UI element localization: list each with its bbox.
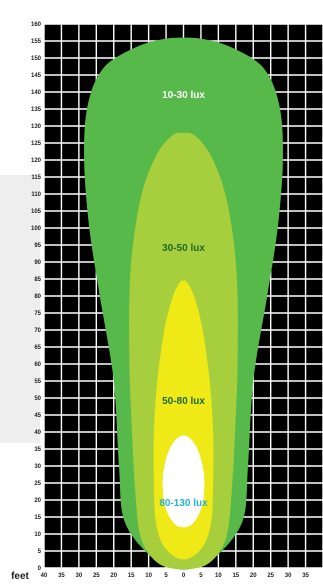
y-tick-label: 145 bbox=[31, 73, 42, 79]
side-panel-stripe bbox=[0, 175, 40, 443]
x-tick-label: 5 bbox=[199, 573, 203, 579]
x-tick-label: 0 bbox=[182, 573, 186, 579]
y-tick-label: 45 bbox=[34, 413, 41, 419]
y-tick-label: 160 bbox=[31, 22, 42, 28]
y-tick-label: 15 bbox=[34, 515, 41, 521]
x-tick-label: 25 bbox=[93, 573, 100, 579]
y-tick-label: 80 bbox=[34, 294, 41, 300]
x-tick-label: 30 bbox=[76, 573, 83, 579]
y-tick-label: 125 bbox=[31, 141, 42, 147]
x-tick-label: 20 bbox=[250, 573, 257, 579]
x-tick-label: 35 bbox=[58, 573, 65, 579]
zone-label-10-30-lux: 10-30 lux bbox=[162, 90, 205, 101]
x-tick-label: 30 bbox=[285, 573, 292, 579]
y-tick-label: 35 bbox=[34, 447, 41, 453]
light-zones bbox=[84, 37, 283, 570]
y-tick-label: 110 bbox=[31, 192, 41, 198]
y-tick-label: 10 bbox=[34, 532, 41, 538]
y-tick-label: 105 bbox=[31, 209, 42, 215]
y-tick-label: 55 bbox=[34, 379, 41, 385]
x-tick-label: 20 bbox=[110, 573, 117, 579]
x-tick-label: 10 bbox=[215, 573, 222, 579]
y-tick-label: 25 bbox=[34, 481, 41, 487]
x-tick-label: 10 bbox=[145, 573, 152, 579]
y-tick-label: 100 bbox=[31, 226, 42, 232]
x-axis-ticks: 40 35 30 25 20 15 10 5 0 5 10 15 20 25 30 35 bbox=[41, 573, 310, 579]
y-tick-label: 0 bbox=[38, 566, 42, 572]
x-tick-label: 40 bbox=[41, 573, 48, 579]
y-tick-label: 60 bbox=[34, 362, 41, 368]
zone-label-30-50-lux: 30-50 lux bbox=[162, 243, 205, 254]
x-tick-label: 5 bbox=[164, 573, 168, 579]
y-tick-label: 150 bbox=[31, 56, 42, 62]
y-tick-label: 95 bbox=[34, 243, 41, 249]
y-tick-label: 130 bbox=[31, 124, 42, 130]
zone-80-130-lux bbox=[162, 435, 205, 528]
y-tick-label: 75 bbox=[34, 311, 41, 317]
y-axis-ticks: 0 5 10 15 20 25 30 35 40 45 50 55 60 65 70 75 80 85 90 95 10… bbox=[31, 22, 42, 572]
x-tick-label: 35 bbox=[302, 573, 309, 579]
x-tick-label: 25 bbox=[267, 573, 274, 579]
y-tick-label: 140 bbox=[31, 90, 42, 96]
y-tick-label: 135 bbox=[31, 107, 42, 113]
zone-labels: 10-30 lux 30-50 lux 50-80 lux 80-130 lux bbox=[159, 90, 208, 509]
zone-label-50-80-lux: 50-80 lux bbox=[162, 396, 205, 407]
y-tick-label: 115 bbox=[31, 175, 41, 181]
x-tick-label: 15 bbox=[128, 573, 135, 579]
y-tick-label: 50 bbox=[34, 396, 41, 402]
zone-label-80-130-lux: 80-130 lux bbox=[159, 498, 208, 509]
y-tick-label: 155 bbox=[31, 39, 42, 45]
y-tick-label: 85 bbox=[34, 277, 41, 283]
y-tick-label: 5 bbox=[38, 549, 42, 555]
y-tick-label: 30 bbox=[34, 464, 41, 470]
y-tick-label: 40 bbox=[34, 430, 41, 436]
y-tick-label: 120 bbox=[31, 158, 42, 164]
y-tick-label: 70 bbox=[34, 328, 41, 334]
x-tick-label: 15 bbox=[232, 573, 239, 579]
y-tick-label: 20 bbox=[34, 498, 41, 504]
y-tick-label: 65 bbox=[34, 345, 41, 351]
y-tick-label: 90 bbox=[34, 260, 41, 266]
x-axis-unit-label: feet bbox=[11, 571, 29, 582]
